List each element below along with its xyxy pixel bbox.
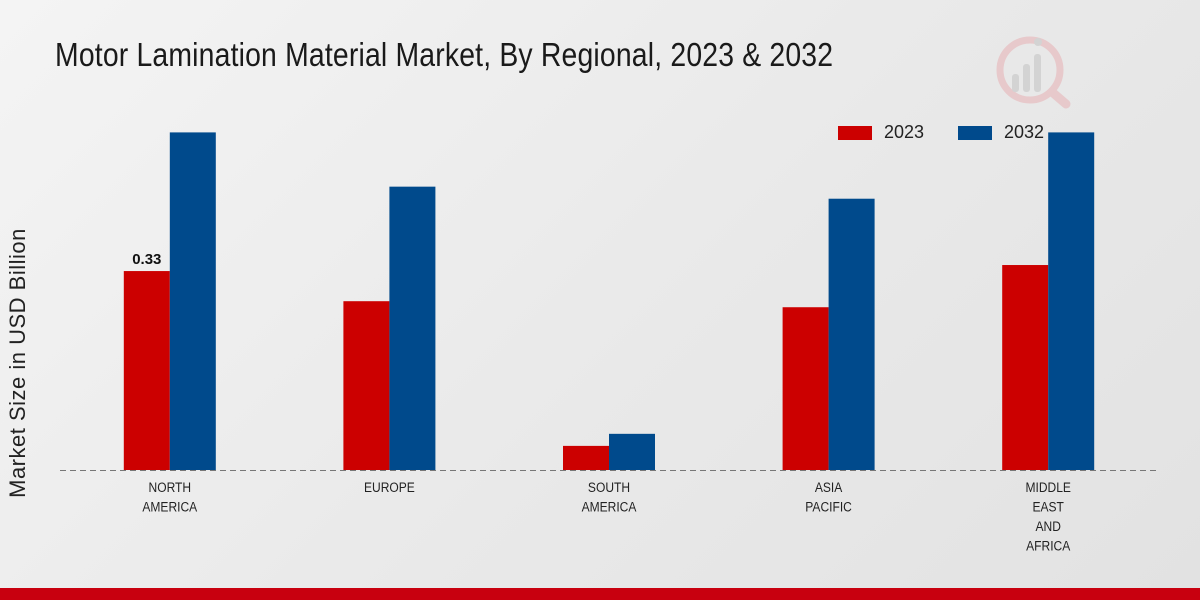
chart-title: Motor Lamination Material Market, By Reg…: [55, 36, 834, 73]
bar-2032-3[interactable]: [828, 198, 875, 470]
bar-2032-0[interactable]: [169, 132, 216, 470]
x-tick-label-line: EUROPE: [364, 479, 415, 495]
legend-swatch-2032: [958, 126, 992, 140]
x-tick-label: NORTH AMERICA: [142, 479, 197, 515]
x-tick-label-line: ASIA: [815, 479, 843, 495]
legend-label-2032: 2032: [1004, 122, 1045, 142]
bar-2023-3[interactable]: [782, 307, 829, 470]
x-tick-label: MIDDLE EAST AND AFRICA: [1025, 479, 1071, 554]
x-tick-label: EUROPE: [364, 479, 415, 495]
x-tick-label: ASIA PACIFIC: [805, 479, 852, 515]
brand-logo-icon: [996, 36, 1071, 109]
x-tick-label-line: EAST: [1032, 499, 1063, 515]
bar-2023-2[interactable]: [563, 445, 609, 470]
x-tick-label: SOUTH AMERICA: [582, 479, 637, 515]
x-tick-label-line: AMERICA: [582, 499, 637, 515]
bar-2032-4[interactable]: [1048, 132, 1095, 470]
bar-2023-1[interactable]: [343, 301, 390, 470]
x-tick-label-line: MIDDLE: [1025, 479, 1071, 495]
x-tick-label-line: NORTH: [149, 479, 192, 495]
x-tick-label-line: AFRICA: [1026, 538, 1070, 554]
x-tick-label-line: SOUTH: [588, 479, 630, 495]
legend-label-2023: 2023: [884, 122, 925, 142]
bar-2023-0[interactable]: [123, 271, 170, 470]
x-tick-label-line: AMERICA: [142, 499, 197, 515]
legend-swatch-2023: [838, 126, 872, 140]
bar-2032-2[interactable]: [609, 433, 655, 470]
bar-2032-1[interactable]: [389, 186, 436, 470]
bar-2023-4[interactable]: [1002, 265, 1049, 470]
x-tick-label-line: PACIFIC: [805, 499, 852, 515]
data-label: 0.33: [132, 251, 161, 268]
bottom-accent-bar: [0, 588, 1200, 600]
x-tick-label-line: AND: [1035, 518, 1060, 534]
